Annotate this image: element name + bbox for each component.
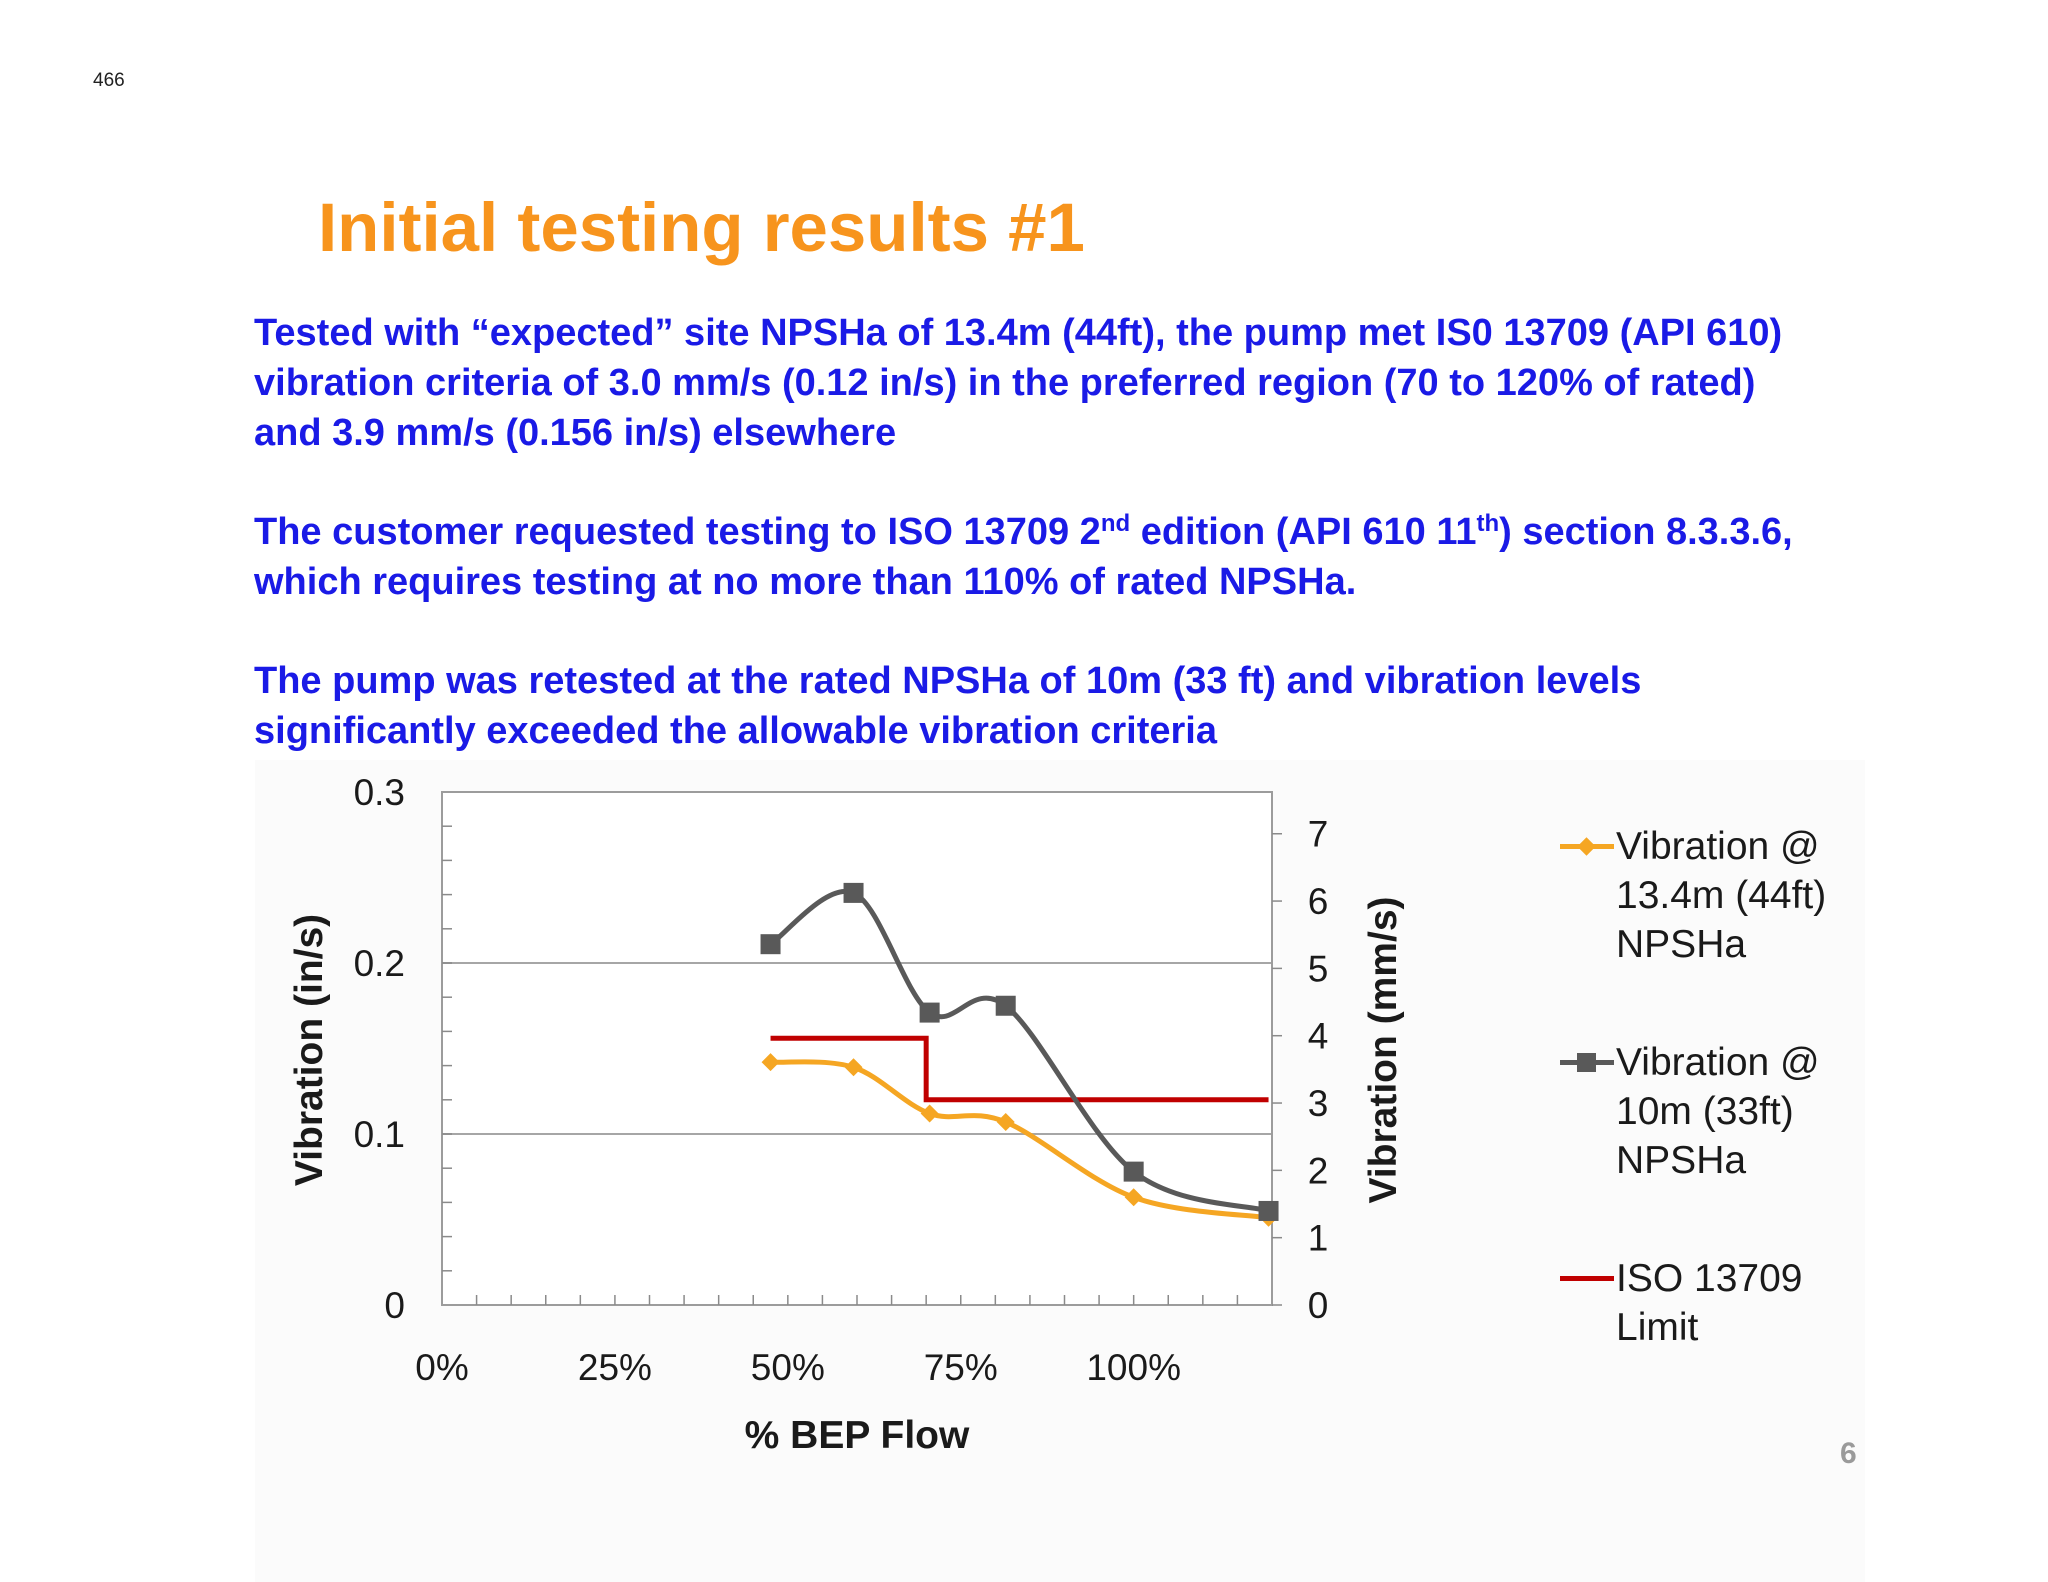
y-left-tick-label: 0 [384, 1285, 405, 1326]
y-right-axis-title: Vibration (mm/s) [1362, 897, 1405, 1204]
legend-label: Vibration @ 10m (33ft) NPSHa [1616, 1041, 1820, 1182]
data-point-square [919, 1002, 940, 1023]
paragraph-part: The customer requested testing to ISO 13… [254, 511, 1101, 553]
y-right-tick-label: 5 [1308, 948, 1329, 989]
y-left-axis-title: Vibration (in/s) [288, 914, 331, 1186]
plot-area [442, 792, 1272, 1305]
paragraph-customer-request: The customer requested testing to ISO 13… [254, 507, 1814, 607]
data-point-diamond [920, 1104, 939, 1123]
y-right-tick-label: 7 [1308, 814, 1329, 855]
data-point-square [1258, 1200, 1279, 1221]
data-point-square [1123, 1161, 1144, 1182]
legend-line [1560, 1276, 1614, 1281]
y-right-tick-label: 6 [1308, 881, 1329, 922]
paragraph-retest: The pump was retested at the rated NPSHa… [254, 660, 1642, 752]
legend-label: Vibration @ 13.4m (44ft) NPSHa [1616, 825, 1827, 966]
x-tick-label: 0% [415, 1347, 468, 1388]
data-point-diamond [844, 1058, 863, 1077]
data-point-square [760, 934, 781, 955]
paragraph-part: ) section 8.3.3.6, which requires testin… [254, 511, 1793, 603]
y-right-tick-label: 3 [1308, 1083, 1329, 1124]
superscript: nd [1100, 510, 1131, 537]
legend-square-marker [1577, 1053, 1596, 1072]
y-left-tick-label: 0.2 [354, 943, 405, 984]
slide-title: Initial testing results #1 [318, 189, 1085, 266]
data-point-diamond [1124, 1188, 1143, 1207]
data-point-diamond [996, 1113, 1015, 1132]
data-point-diamond [761, 1053, 780, 1072]
x-tick-label: 25% [578, 1347, 652, 1388]
y-right-tick-label: 2 [1308, 1150, 1329, 1191]
page-number: 466 [93, 70, 125, 91]
slide-number: 6 [1840, 1437, 1857, 1470]
legend-label: ISO 13709 Limit [1616, 1257, 1803, 1349]
data-point-square [843, 882, 864, 903]
data-point-square [995, 995, 1016, 1016]
y-left-tick-label: 0.3 [354, 772, 405, 813]
paragraph-npsha-initial: Tested with “expected” site NPSHa of 13.… [254, 312, 1783, 454]
x-axis-title: % BEP Flow [745, 1414, 970, 1457]
superscript: th [1476, 510, 1500, 537]
y-right-tick-label: 1 [1308, 1218, 1329, 1259]
x-tick-label: 100% [1086, 1347, 1181, 1388]
y-right-tick-label: 0 [1308, 1285, 1329, 1326]
y-left-tick-label: 0.1 [354, 1114, 405, 1155]
x-tick-label: 75% [924, 1347, 998, 1388]
paragraph-part: edition (API 610 11 [1130, 511, 1477, 553]
series-line-iso-limit [770, 1035, 1269, 1103]
y-right-tick-label: 4 [1308, 1016, 1329, 1057]
x-tick-label: 50% [751, 1347, 825, 1388]
